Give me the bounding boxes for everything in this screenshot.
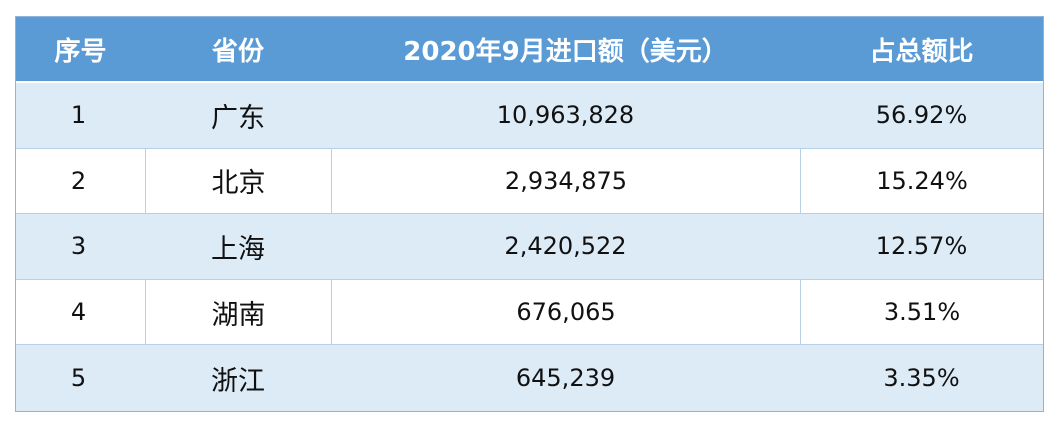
table-row: 5 浙江 645,239 3.35% — [16, 345, 1043, 411]
header-share: 占总额比 — [869, 36, 974, 67]
table-row: 1 广东 10,963,828 56.92% — [16, 83, 1043, 149]
import-table: 序号 省份 2020年9月进口额（美元） 占总额比 1 广东 10,963,82… — [15, 16, 1044, 412]
row-index-cell: 3 — [70, 232, 87, 261]
table-header-row: 序号 省份 2020年9月进口额（美元） 占总额比 — [16, 17, 1043, 83]
table-row: 2 北京 2,934,875 15.24% — [16, 148, 1043, 215]
header-import-amount: 2020年9月进口额（美元） — [403, 36, 728, 67]
row-amount-cell: 645,239 — [515, 364, 616, 393]
row-amount-cell: 2,420,522 — [504, 232, 627, 261]
row-province-cell: 广东 — [211, 102, 265, 134]
row-share-cell: 12.57% — [875, 232, 968, 261]
table-row: 3 上海 2,420,522 12.57% — [16, 214, 1043, 280]
header-province: 省份 — [211, 36, 264, 67]
row-index-cell: 2 — [70, 166, 87, 195]
row-province-cell: 湖南 — [145, 279, 331, 345]
row-amount-cell: 2,934,875 — [331, 148, 800, 214]
row-province-cell: 北京 — [145, 148, 331, 214]
row-share-cell: 15.24% — [800, 148, 1043, 214]
header-index: 序号 — [54, 36, 107, 67]
row-share-cell: 56.92% — [875, 101, 968, 130]
row-share-cell: 3.35% — [883, 364, 960, 393]
row-amount-cell: 10,963,828 — [496, 101, 635, 130]
row-province-cell: 上海 — [211, 233, 265, 265]
table-row: 4 湖南 676,065 3.51% — [16, 279, 1043, 346]
row-index-cell: 1 — [70, 101, 87, 130]
row-index-cell: 5 — [70, 364, 87, 393]
row-share-cell: 3.51% — [800, 279, 1043, 345]
row-province-cell: 浙江 — [211, 365, 265, 397]
row-index-cell: 4 — [70, 298, 87, 327]
row-amount-cell: 676,065 — [331, 279, 800, 345]
